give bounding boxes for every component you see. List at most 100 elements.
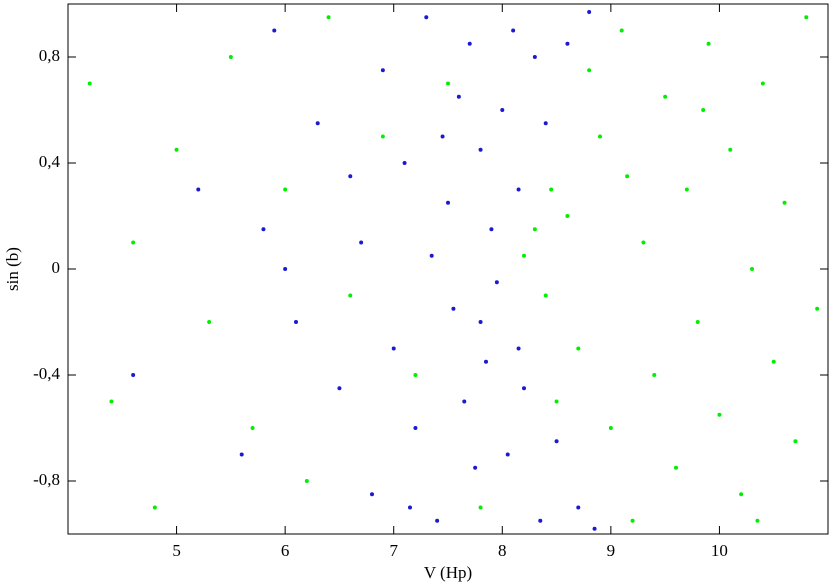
- scatter-point: [196, 187, 201, 192]
- scatter-point: [402, 161, 407, 165]
- scatter-point: [554, 439, 559, 444]
- scatter-point: [152, 505, 157, 510]
- scatter-point: [380, 134, 385, 139]
- scatter-point: [522, 386, 526, 391]
- scatter-point: [793, 439, 798, 444]
- scatter-point: [728, 147, 733, 152]
- scatter-point: [446, 200, 450, 205]
- scatter-point: [522, 253, 526, 258]
- scatter-point: [549, 187, 554, 192]
- scatter-point: [294, 320, 298, 324]
- scatter-point: [625, 174, 630, 179]
- scatter-point: [174, 147, 179, 152]
- scatter-point: [494, 280, 499, 285]
- scatter-point: [760, 81, 765, 86]
- scatter-point: [771, 359, 776, 364]
- scatter-point: [348, 293, 353, 298]
- scatter-point: [695, 320, 700, 324]
- scatter-point: [131, 373, 136, 377]
- scatter-point: [592, 526, 597, 531]
- x-tick-label: 5: [172, 541, 181, 560]
- scatter-point: [462, 399, 467, 404]
- scatter-point: [337, 386, 342, 391]
- scatter-point: [516, 346, 521, 351]
- scatter-point: [413, 373, 418, 377]
- plot-area: [87, 9, 820, 531]
- scatter-point: [516, 187, 521, 192]
- scatter-point: [261, 227, 266, 232]
- scatter-point: [283, 187, 288, 192]
- scatter-point: [701, 108, 706, 112]
- scatter-point: [587, 9, 592, 14]
- scatter-point: [380, 68, 385, 73]
- scatter-point: [283, 267, 288, 271]
- scatter-point: [630, 518, 635, 523]
- y-tick-label: 0: [52, 258, 61, 277]
- x-tick-label: 10: [711, 541, 728, 560]
- x-tick-label: 9: [607, 541, 616, 560]
- scatter-point: [641, 240, 646, 245]
- scatter-point: [424, 15, 429, 20]
- scatter-point: [207, 320, 212, 324]
- scatter-point: [576, 505, 581, 510]
- scatter-point: [435, 518, 440, 523]
- scatter-point: [413, 426, 418, 430]
- scatter-point: [652, 373, 657, 377]
- scatter-point: [717, 412, 722, 417]
- scatter-point: [131, 240, 136, 245]
- scatter-point: [532, 227, 537, 232]
- scatter-point: [391, 346, 396, 351]
- scatter-point: [576, 346, 581, 351]
- scatter-point: [815, 306, 820, 311]
- scatter-point: [532, 55, 537, 59]
- scatter-point: [706, 41, 711, 46]
- scatter-point: [228, 55, 233, 59]
- scatter-point: [272, 28, 277, 33]
- scatter-point: [315, 121, 320, 126]
- scatter-point: [446, 81, 450, 86]
- scatter-point: [109, 399, 114, 404]
- scatter-point: [608, 426, 613, 430]
- scatter-point: [565, 41, 570, 46]
- scatter-point: [250, 426, 255, 430]
- scatter-point: [370, 492, 374, 497]
- scatter-point: [543, 121, 548, 126]
- scatter-point: [538, 518, 543, 523]
- scatter-point: [543, 293, 548, 298]
- y-tick-label: 0,8: [39, 46, 60, 65]
- scatter-point: [511, 28, 516, 33]
- x-axis-label: V (Hp): [424, 563, 472, 582]
- x-tick-label: 7: [389, 541, 398, 560]
- scatter-point: [554, 399, 559, 404]
- scatter-point: [478, 320, 483, 324]
- y-tick-label: -0,8: [33, 470, 60, 489]
- y-axis-label: sin (b): [3, 247, 22, 291]
- x-tick-label: 8: [498, 541, 507, 560]
- scatter-point: [505, 452, 510, 457]
- scatter-point: [478, 147, 483, 152]
- scatter-point: [451, 306, 456, 311]
- scatter-point: [755, 518, 760, 523]
- scatter-point: [684, 187, 689, 192]
- scatter-point: [804, 15, 809, 20]
- scatter-point: [674, 465, 678, 470]
- scatter-point: [565, 214, 570, 218]
- scatter-point: [440, 134, 445, 139]
- scatter-point: [348, 174, 353, 179]
- scatter-point: [239, 452, 244, 457]
- scatter-point: [304, 479, 309, 483]
- scatter-point: [598, 134, 602, 139]
- scatter-point: [739, 492, 744, 497]
- scatter-point: [467, 41, 472, 46]
- scatter-point: [87, 81, 92, 86]
- scatter-point: [587, 68, 592, 73]
- scatter-point: [484, 359, 488, 364]
- scatter-point: [456, 94, 461, 99]
- y-tick-label: -0,4: [33, 364, 60, 383]
- scatter-point: [429, 253, 434, 258]
- scatter-point: [478, 505, 483, 510]
- scatter-point: [782, 200, 787, 205]
- scatter-point: [663, 94, 668, 99]
